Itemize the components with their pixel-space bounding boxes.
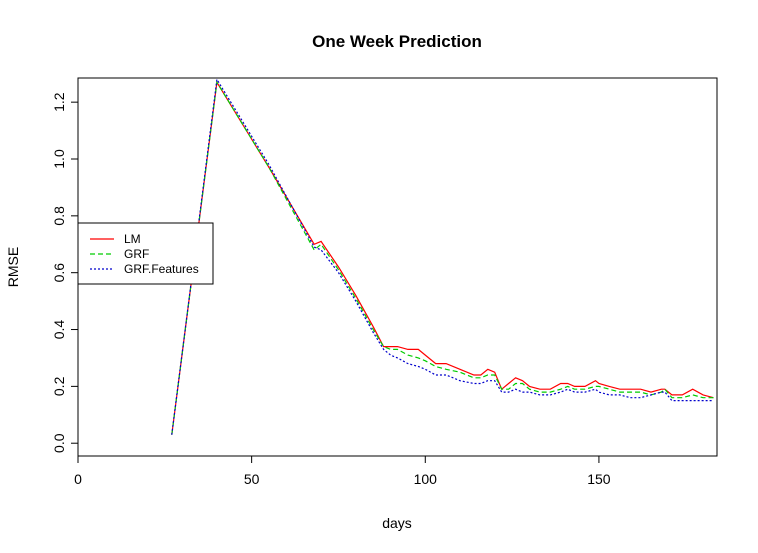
series-line-grf (171, 80, 714, 435)
y-tick-label: 0.8 (51, 206, 67, 226)
y-tick-label: 0.0 (51, 433, 67, 453)
series-layer (171, 77, 714, 435)
y-axis-label: RMSE (5, 247, 21, 287)
y-tick-label: 0.2 (51, 376, 67, 396)
x-tick-label: 150 (587, 471, 611, 487)
y-tick-label: 1.0 (51, 149, 67, 169)
legend-label: GRF (124, 247, 149, 261)
x-axis-label: days (382, 515, 412, 531)
y-tick-label: 1.2 (51, 92, 67, 112)
x-axis: 0 50 100 150 (74, 456, 611, 487)
x-tick-label: 100 (414, 471, 438, 487)
legend-label: GRF.Features (124, 262, 199, 276)
y-tick-label: 0.6 (51, 263, 67, 283)
legend-label: LM (124, 232, 141, 246)
series-line-grf-features (171, 77, 714, 435)
x-tick-label: 0 (74, 471, 82, 487)
chart-title: One Week Prediction (312, 32, 482, 51)
series-line-lm (171, 80, 714, 435)
y-axis: 0.0 0.2 0.4 0.6 0.8 1.0 1.2 (51, 92, 78, 453)
x-tick-label: 50 (244, 471, 260, 487)
y-tick-label: 0.4 (51, 320, 67, 340)
